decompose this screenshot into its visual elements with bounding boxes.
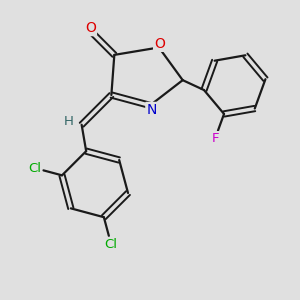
- Text: O: O: [85, 21, 96, 35]
- Text: N: N: [146, 103, 157, 117]
- Text: F: F: [211, 132, 219, 145]
- Text: Cl: Cl: [105, 238, 118, 251]
- Text: H: H: [64, 115, 74, 128]
- Text: Cl: Cl: [28, 161, 41, 175]
- Text: O: O: [154, 37, 165, 51]
